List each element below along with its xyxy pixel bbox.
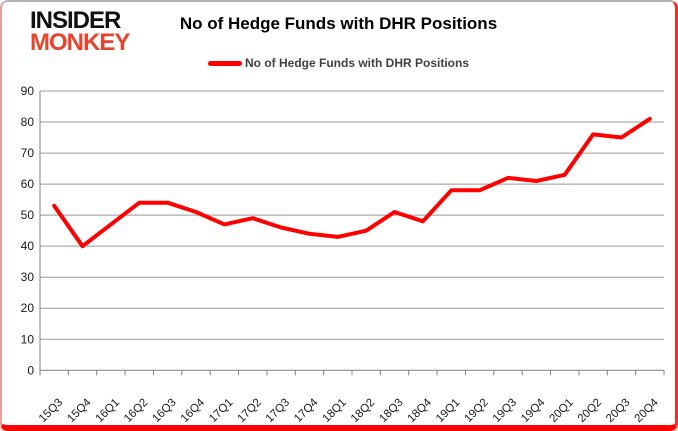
insider-monkey-logo: INSIDER MONKEY: [30, 7, 130, 57]
x-axis-tick-label: 20Q4: [633, 396, 662, 425]
series-line: [52, 116, 652, 249]
page-title: No of Hedge Funds with DHR Positions: [179, 14, 498, 33]
x-axis-tick-label: 16Q3: [150, 397, 178, 425]
y-axis-tick-label: 80: [21, 115, 35, 129]
y-axis-tick-label: 50: [21, 208, 35, 222]
logo-line-insider: INSIDER: [30, 7, 121, 34]
y-axis-tick-label: 70: [21, 146, 35, 160]
x-axis-tick-label: 19Q2: [462, 397, 490, 425]
x-axis-tick-label: 17Q3: [264, 397, 292, 425]
x-axis-tick-label: 19Q1: [434, 397, 462, 425]
x-axis-tick-label: 20Q3: [604, 397, 632, 425]
y-axis-tick-label: 30: [21, 270, 35, 284]
x-axis-tick-label: 17Q1: [207, 397, 235, 425]
x-axis-tick-label: 16Q1: [94, 397, 122, 425]
legend-label: No of Hedge Funds with DHR Positions: [245, 56, 469, 70]
legend-red-line-swatch: [208, 60, 242, 66]
x-axis-tick-label: 17Q4: [292, 396, 321, 425]
x-axis-tick-label: 19Q4: [519, 396, 548, 425]
x-axis-tick-label: 20Q2: [576, 397, 604, 425]
y-axis-tick-label: 40: [21, 239, 35, 253]
x-axis-tick-label: 18Q3: [377, 397, 405, 425]
x-axis-tick-label: 18Q4: [406, 396, 435, 425]
x-axis-tick-label: 15Q4: [65, 396, 94, 425]
x-axis-tick-label: 19Q3: [491, 397, 519, 425]
x-axis-tick-label: 18Q2: [349, 397, 377, 425]
x-axis-tick-label: 16Q2: [122, 397, 150, 425]
x-axis-tick-label: 18Q1: [321, 397, 349, 425]
x-axis-tick-label: 16Q4: [179, 396, 208, 425]
logo-line-monkey: MONKEY: [30, 29, 130, 57]
x-axis-tick-label: 15Q3: [37, 397, 65, 425]
y-axis-tick-label: 10: [21, 332, 35, 346]
y-axis-tick-label: 20: [21, 301, 35, 315]
chart-legend: No of Hedge Funds with DHR Positions: [2, 56, 675, 70]
y-axis-tick-label: 0: [27, 363, 34, 377]
y-axis-tick-label: 90: [21, 84, 35, 98]
y-axis-tick-label: 60: [21, 177, 35, 191]
x-axis-tick-label: 20Q1: [547, 397, 575, 425]
x-axis-tick-label: 17Q2: [235, 397, 263, 425]
